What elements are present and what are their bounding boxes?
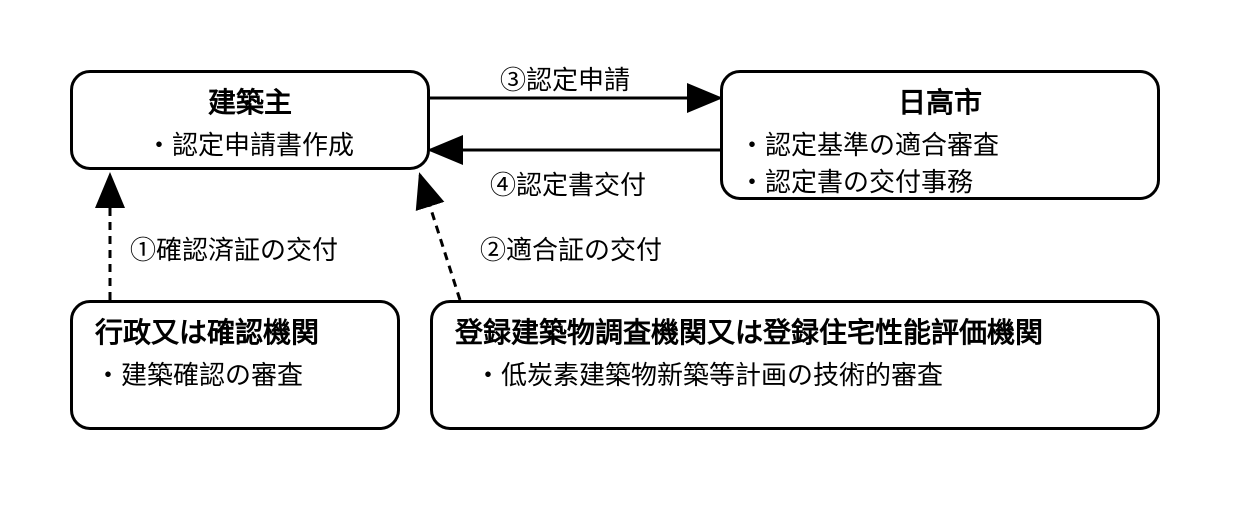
box-city-item-0: ・認定基準の適合審査: [739, 125, 1141, 162]
box-registered-title: 登録建築物調査機関又は登録住宅性能評価機関: [449, 311, 1141, 351]
box-registered: 登録建築物調査機関又は登録住宅性能評価機関 ・低炭素建築物新築等計画の技術的審査: [430, 300, 1160, 430]
box-admin-item-0: ・建築確認の審査: [89, 355, 381, 392]
box-city-item-1: ・認定書の交付事務: [739, 162, 1141, 199]
label-tekigousho-koufu: ②適合証の交付: [480, 230, 662, 267]
box-admin-title: 行政又は確認機関: [89, 311, 381, 351]
box-registered-item-0: ・低炭素建築物新築等計画の技術的審査: [449, 355, 1141, 392]
box-owner-item-0: ・認定申請書作成: [89, 125, 411, 162]
arrow-tekigousho-koufu: [420, 175, 460, 300]
box-owner: 建築主 ・認定申請書作成: [70, 70, 430, 170]
label-nintei-shinsei: ③認定申請: [500, 60, 630, 97]
box-city: 日高市 ・認定基準の適合審査 ・認定書の交付事務: [720, 70, 1160, 200]
label-ninteisho-koufu: ④認定書交付: [490, 165, 646, 202]
box-owner-title: 建築主: [89, 81, 411, 121]
label-kakuninzumi-koufu: ①確認済証の交付: [130, 230, 338, 267]
box-admin: 行政又は確認機関 ・建築確認の審査: [70, 300, 400, 430]
box-city-title: 日高市: [739, 81, 1141, 121]
